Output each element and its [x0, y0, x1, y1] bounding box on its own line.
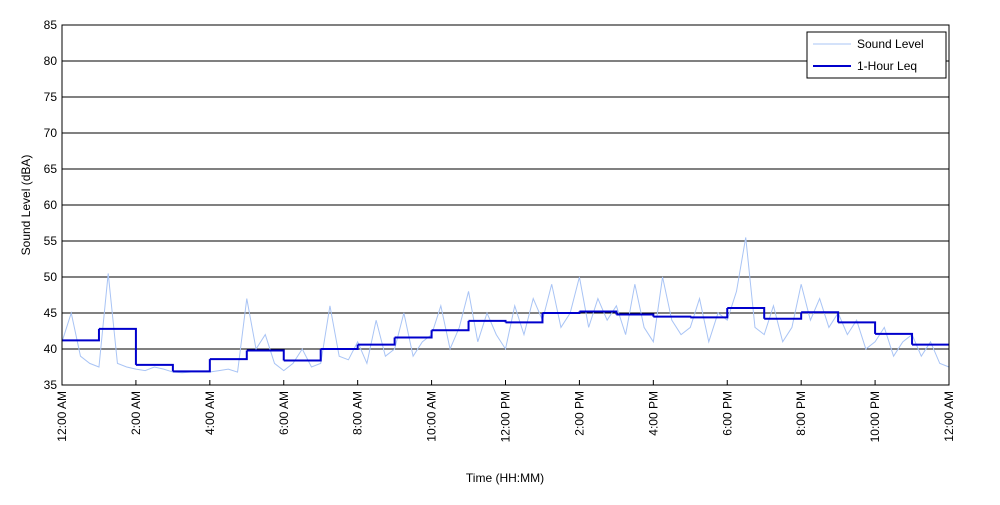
y-tick-label: 80 — [44, 54, 58, 68]
y-tick-label: 65 — [44, 162, 58, 176]
x-tick-label: 8:00 PM — [794, 391, 808, 436]
leq-step — [653, 315, 692, 318]
leq-step — [394, 330, 433, 339]
y-tick-label: 55 — [44, 234, 58, 248]
leq-step — [98, 327, 137, 365]
leq-step — [62, 328, 100, 342]
y-tick-label: 60 — [44, 198, 58, 212]
plot-frame — [61, 24, 950, 386]
y-tick-label: 45 — [44, 306, 58, 320]
y-axis-label: Sound Level (dBA) — [19, 155, 33, 256]
x-tick-label: 12:00 AM — [942, 391, 956, 442]
x-tick-label: 10:00 AM — [425, 391, 439, 442]
y-tick-label: 70 — [44, 126, 58, 140]
leq-step — [283, 349, 322, 362]
x-tick-label: 4:00 PM — [646, 391, 660, 436]
leq-step — [875, 332, 914, 345]
leq-step — [209, 350, 248, 361]
legend-box — [806, 31, 947, 79]
x-tick-label: 10:00 PM — [868, 391, 882, 442]
leq-step — [838, 321, 877, 334]
x-tick-label: 4:00 AM — [203, 391, 217, 435]
x-tick-label: 6:00 AM — [277, 391, 291, 435]
leq-step — [801, 311, 840, 323]
x-tick-label: 8:00 AM — [351, 391, 365, 435]
y-tick-label: 85 — [44, 18, 58, 32]
y-tick-label: 35 — [44, 378, 58, 392]
x-tick-label: 12:00 PM — [499, 391, 513, 442]
y-tick-label: 75 — [44, 90, 58, 104]
legend-label: Sound Level — [857, 37, 924, 51]
leq-step — [764, 312, 803, 320]
leq-step — [172, 359, 211, 373]
y-tick-label: 40 — [44, 342, 58, 356]
leq-step — [135, 363, 174, 372]
leq-step — [505, 313, 544, 324]
leq-step — [320, 344, 359, 350]
x-axis-label: Time (HH:MM) — [466, 471, 544, 485]
y-tick-label: 50 — [44, 270, 58, 284]
x-tick-label: 2:00 PM — [572, 391, 586, 436]
leq-step — [246, 349, 285, 361]
leq-step — [357, 337, 396, 346]
x-tick-label: 6:00 PM — [720, 391, 734, 436]
leq-step — [431, 320, 470, 332]
legend-label: 1-Hour Leq — [857, 59, 917, 73]
leq-step — [690, 307, 729, 319]
leq-step — [616, 313, 655, 317]
leq-step — [727, 306, 766, 319]
x-tick-label: 2:00 AM — [129, 391, 143, 435]
x-tick-label: 12:00 AM — [55, 391, 69, 442]
